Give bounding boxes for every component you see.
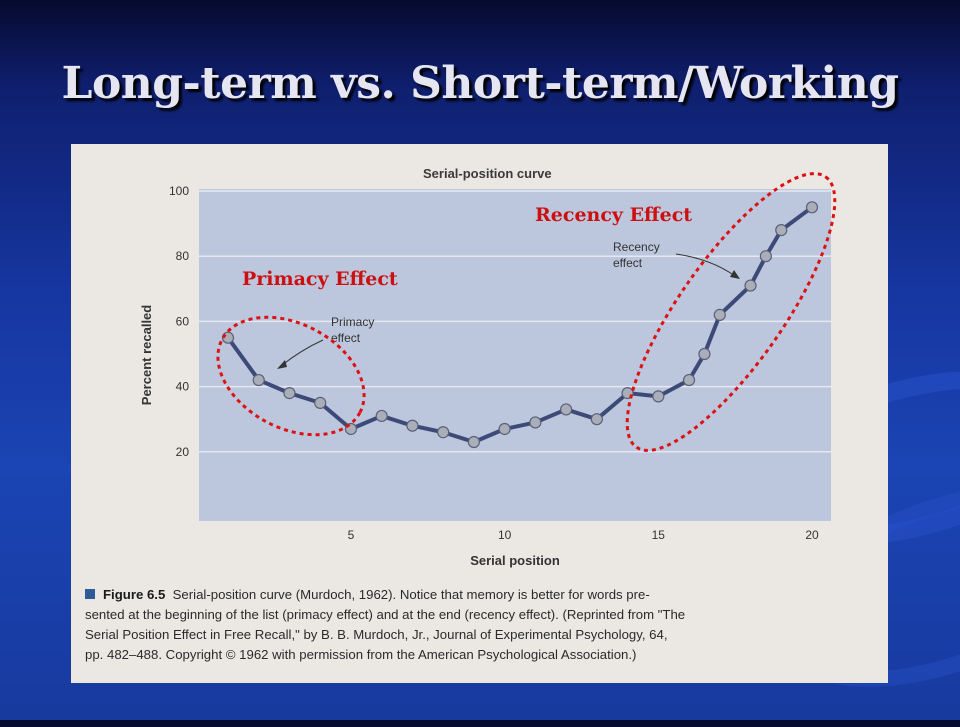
primacy-effect-label: Primacy Effect [242, 268, 398, 290]
recency-arrow [675, 253, 736, 277]
primacy-annotation-line2: effect [331, 331, 361, 345]
primacy-highlight-ellipse [216, 315, 366, 437]
recency-annotation-line2: effect [613, 256, 643, 270]
grid-lines [199, 190, 831, 453]
data-point [437, 426, 450, 439]
data-point [590, 413, 603, 426]
data-point [775, 224, 788, 237]
y-tick-label: 100 [169, 184, 189, 198]
primacy-arrow [280, 339, 324, 367]
data-point [252, 373, 265, 387]
x-tick-label: 10 [498, 528, 512, 542]
data-point [314, 396, 327, 409]
caption-line-1: Serial-position curve (Murdoch, 1962). N… [172, 587, 650, 602]
chart-title: Serial-position curve [423, 166, 552, 181]
plot-area [199, 189, 831, 521]
data-points [221, 201, 819, 449]
data-point [529, 416, 542, 429]
data-point [375, 409, 388, 423]
recency-highlight-ellipse [625, 172, 837, 452]
y-tick-label: 80 [176, 249, 190, 263]
y-tick-label: 40 [176, 380, 190, 394]
figure-scan: Serial-position curve 20 40 60 80 100 5 10 15 20… [71, 144, 888, 683]
data-point [652, 390, 665, 403]
caption-bullet-icon [85, 589, 95, 599]
data-point [560, 403, 573, 416]
data-point [713, 308, 726, 321]
x-tick-label: 20 [805, 528, 819, 542]
caption-line-4: pp. 482–488. Copyright © 1962 with permi… [85, 647, 637, 662]
x-axis-label: Serial position [470, 553, 560, 568]
primacy-arrowhead [277, 360, 287, 369]
caption-line-2: sented at the beginning of the list (pri… [85, 607, 686, 622]
data-point [283, 387, 296, 400]
data-point [759, 250, 772, 263]
caption-label: Figure 6.5 [103, 587, 166, 602]
data-point [805, 201, 819, 214]
recency-effect-label: Recency Effect [535, 204, 693, 226]
x-tick-label: 15 [652, 528, 666, 542]
x-tick-label: 5 [348, 528, 355, 542]
data-point [498, 422, 511, 436]
y-tick-label: 20 [176, 445, 190, 459]
primacy-annotation-line1: Primacy [331, 315, 374, 329]
figure-caption: Figure 6.5 Serial-position curve (Murdoc… [85, 585, 875, 665]
slide-title: Long-term vs. Short-term/Working [61, 58, 899, 109]
data-point [744, 279, 757, 292]
caption-line-3: Serial Position Effect in Free Recall," … [85, 627, 668, 642]
recency-arrowhead [730, 270, 740, 279]
data-point [698, 347, 711, 361]
data-point [406, 419, 419, 432]
y-axis-label: Percent recalled [139, 305, 154, 406]
data-point [682, 373, 696, 387]
serial-position-chart: 20 40 60 80 100 5 10 15 20 Serial position Perce… [139, 172, 837, 568]
data-point [467, 435, 480, 449]
recency-annotation-line1: Recency [613, 240, 660, 254]
series-line [226, 205, 814, 445]
y-tick-label: 60 [176, 314, 190, 328]
tick-labels: 20 40 60 80 100 5 10 15 20 [169, 184, 819, 542]
